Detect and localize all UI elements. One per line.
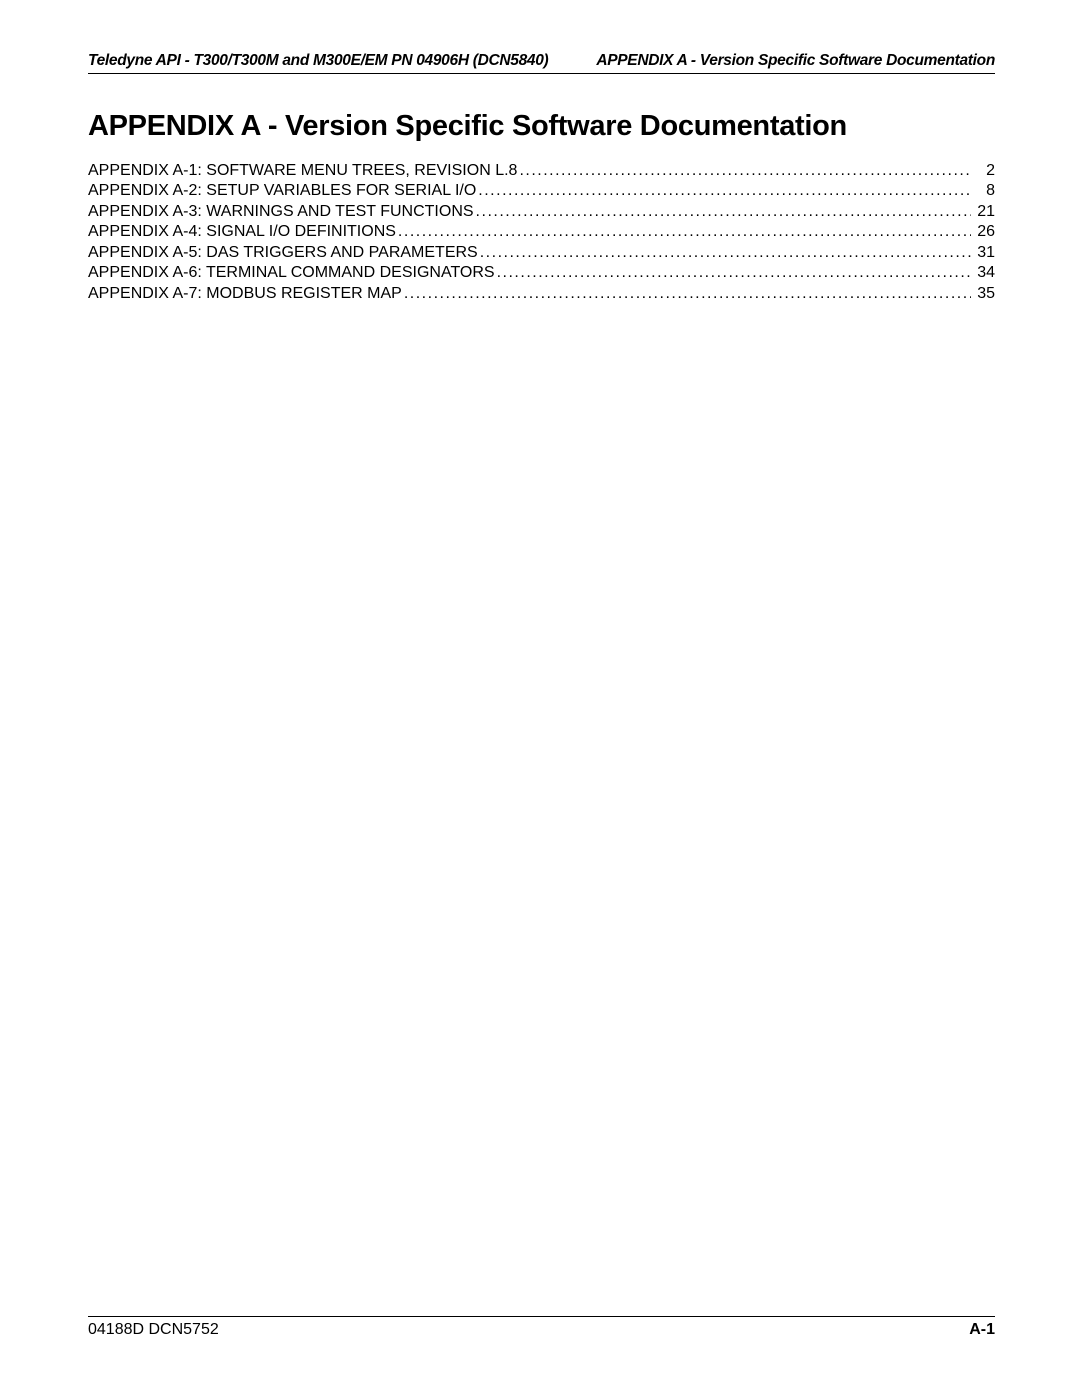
toc-label: APPENDIX A-7: MODBUS REGISTER MAP — [88, 284, 402, 304]
toc-leader — [476, 181, 971, 201]
toc-label: APPENDIX A-2: SETUP VARIABLES FOR SERIAL… — [88, 181, 476, 201]
toc-page: 21 — [971, 202, 995, 222]
page-title: APPENDIX A - Version Specific Software D… — [88, 110, 995, 143]
footer-left-text: 04188D DCN5752 — [88, 1321, 219, 1339]
toc-page: 31 — [971, 243, 995, 263]
header-row: Teledyne API - T300/T300M and M300E/EM P… — [88, 52, 995, 70]
toc-leader — [474, 202, 971, 222]
toc-entry: APPENDIX A-3: WARNINGS AND TEST FUNCTION… — [88, 202, 995, 222]
header-rule — [88, 73, 995, 74]
toc-leader — [517, 161, 971, 181]
toc-page: 34 — [971, 263, 995, 283]
toc-entry: APPENDIX A-2: SETUP VARIABLES FOR SERIAL… — [88, 181, 995, 201]
toc-leader — [478, 243, 971, 263]
toc-leader — [402, 284, 971, 304]
table-of-contents: APPENDIX A-1: SOFTWARE MENU TREES, REVIS… — [88, 161, 995, 304]
header-left-text: Teledyne API - T300/T300M and M300E/EM P… — [88, 52, 548, 70]
toc-entry: APPENDIX A-7: MODBUS REGISTER MAP 35 — [88, 284, 995, 304]
toc-entry: APPENDIX A-6: TERMINAL COMMAND DESIGNATO… — [88, 263, 995, 283]
toc-label: APPENDIX A-1: SOFTWARE MENU TREES, REVIS… — [88, 161, 517, 181]
header-right-text: APPENDIX A - Version Specific Software D… — [596, 52, 995, 70]
footer-row: 04188D DCN5752 A-1 — [88, 1321, 995, 1339]
footer-rule — [88, 1316, 995, 1317]
toc-label: APPENDIX A-3: WARNINGS AND TEST FUNCTION… — [88, 202, 474, 222]
toc-label: APPENDIX A-4: SIGNAL I/O DEFINITIONS — [88, 222, 396, 242]
page-footer: 04188D DCN5752 A-1 — [88, 1316, 995, 1339]
footer-right-text: A-1 — [969, 1321, 995, 1339]
toc-leader — [495, 263, 971, 283]
toc-label: APPENDIX A-5: DAS TRIGGERS AND PARAMETER… — [88, 243, 478, 263]
toc-page: 26 — [971, 222, 995, 242]
page-header: Teledyne API - T300/T300M and M300E/EM P… — [88, 52, 995, 74]
toc-page: 2 — [971, 161, 995, 181]
toc-page: 35 — [971, 284, 995, 304]
toc-label: APPENDIX A-6: TERMINAL COMMAND DESIGNATO… — [88, 263, 495, 283]
toc-page: 8 — [971, 181, 995, 201]
toc-entry: APPENDIX A-4: SIGNAL I/O DEFINITIONS 26 — [88, 222, 995, 242]
toc-entry: APPENDIX A-5: DAS TRIGGERS AND PARAMETER… — [88, 243, 995, 263]
toc-leader — [396, 222, 971, 242]
toc-entry: APPENDIX A-1: SOFTWARE MENU TREES, REVIS… — [88, 161, 995, 181]
